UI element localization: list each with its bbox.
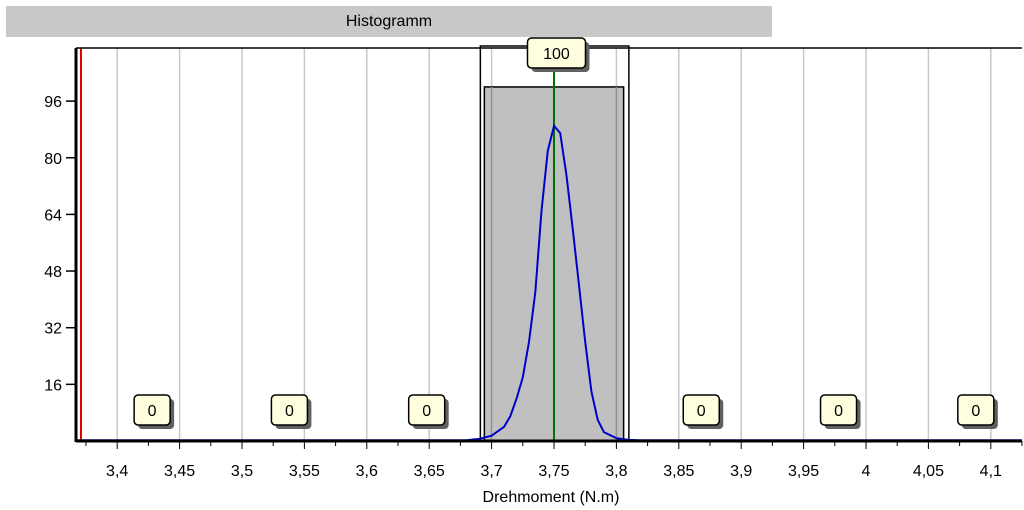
x-tick-label: 3,6	[356, 463, 378, 480]
x-tick-label: 3,9	[730, 463, 752, 480]
badge-box	[270, 394, 309, 426]
bar-count-badge: 0	[133, 394, 175, 429]
bar-count-badge: 0	[682, 394, 724, 429]
badge-count-label: 0	[148, 403, 157, 420]
y-tick-label: 48	[44, 264, 62, 281]
y-tick-label: 64	[44, 207, 62, 224]
badge-count-label: 0	[697, 403, 706, 420]
bar-count-badge: 0	[819, 394, 861, 429]
distribution-curve	[76, 123, 1022, 442]
badge-count-label: 0	[422, 403, 431, 420]
x-tick-label: 3,45	[164, 463, 195, 480]
x-tick-label: 4,05	[913, 463, 944, 480]
badge-box	[526, 37, 587, 69]
x-tick-label: 3,55	[289, 463, 320, 480]
badge-count-label: 0	[834, 403, 843, 420]
x-tick-label: 3,8	[605, 463, 627, 480]
bar-count-badge: 0	[270, 394, 312, 429]
x-tick-label: 3,4	[106, 463, 128, 480]
y-tick-label: 96	[44, 94, 62, 111]
bar-count-badge: 0	[957, 394, 998, 429]
x-tick-label: 3,5	[231, 463, 253, 480]
badge-count-label: 100	[543, 46, 570, 63]
bar-count-badge: 100	[526, 37, 590, 72]
badge-count-label: 0	[971, 403, 980, 420]
badge-box	[682, 394, 721, 426]
badge-box	[133, 394, 171, 426]
x-tick-label: 3,95	[788, 463, 819, 480]
x-tick-label: 3,85	[663, 463, 694, 480]
badge-box	[407, 394, 446, 426]
x-tick-label: 3,65	[414, 463, 445, 480]
x-tick-label: 4	[862, 463, 871, 480]
bar-count-badge: 0	[407, 394, 449, 429]
y-tick-label: 80	[44, 151, 62, 168]
x-axis-label: Drehmoment (N.m)	[483, 489, 620, 506]
badge-count-label: 0	[285, 403, 294, 420]
x-tick-label: 4,1	[980, 463, 1002, 480]
badge-box	[957, 394, 995, 426]
chart-title: Histogramm	[345, 12, 433, 30]
x-tick-label: 3,7	[480, 463, 502, 480]
x-tick-label: 3,75	[538, 463, 569, 480]
chart-title-bar: Histogramm	[6, 6, 772, 37]
y-tick-label: 16	[44, 377, 62, 394]
y-tick-label: 32	[44, 321, 62, 338]
badge-box	[819, 394, 858, 426]
